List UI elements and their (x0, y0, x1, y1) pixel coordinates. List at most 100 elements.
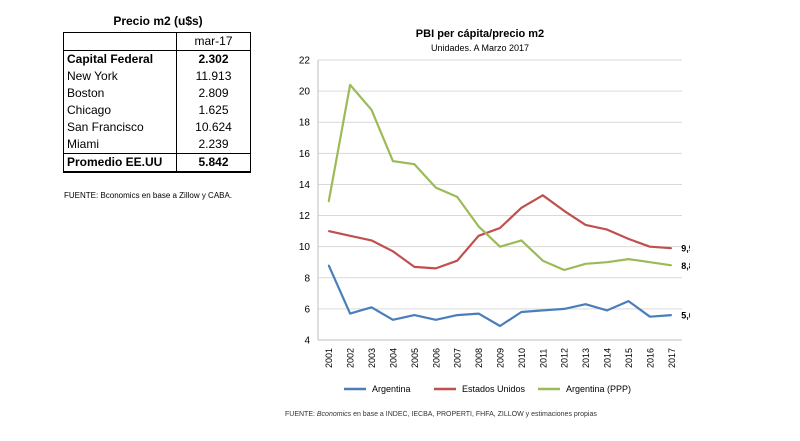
end-value-label: 5,6 (681, 311, 690, 321)
data-point (413, 163, 416, 166)
data-point (520, 239, 523, 242)
chart-title: PBI per cápita/precio m2 (416, 28, 544, 40)
y-tick-label: 6 (304, 304, 310, 315)
data-point (670, 314, 673, 316)
data-point (499, 245, 501, 248)
data-point (670, 264, 673, 267)
footer-source: FUENTE: Bconomics en base a INDEC, IECBA… (285, 411, 597, 418)
table-header-row: mar-17 (63, 32, 251, 51)
table-source: FUENTE: Bconomics en base a Zillow y CAB… (64, 191, 233, 200)
row-value: 10.624 (176, 119, 251, 136)
x-tick-label: 2006 (431, 348, 441, 368)
row-city: Promedio EE.UU (63, 153, 177, 173)
footer-rest: en base a INDEC, IECBA, PROPERTI, FHFA, … (351, 411, 597, 418)
data-point (563, 210, 566, 212)
data-point (563, 269, 566, 271)
data-point (627, 300, 630, 302)
data-point (456, 314, 458, 316)
data-point (499, 325, 501, 327)
data-point (434, 267, 437, 270)
row-city: Boston (63, 85, 177, 102)
data-point (413, 266, 416, 268)
row-value: 1.625 (176, 102, 251, 119)
table-row: New York 11.913 (63, 68, 251, 85)
data-point (627, 238, 630, 240)
legend: Argentina Estados Unidos Argentina (PPP) (344, 384, 631, 394)
data-point (499, 227, 501, 229)
y-tick-label: 20 (299, 87, 311, 98)
price-table: mar-17 Capital Federal 2.302 New York 11… (63, 32, 251, 173)
data-point (520, 311, 523, 313)
row-value: 5.842 (176, 153, 251, 173)
row-city: San Francisco (63, 119, 177, 136)
y-axis: 4 6 8 10 12 14 16 18 20 22 (299, 56, 311, 347)
row-city: Chicago (63, 102, 177, 119)
data-point (584, 303, 587, 306)
line-chart: PBI per cápita/precio m2 Unidades. A Mar… (299, 28, 690, 394)
legend-label: Argentina (PPP) (566, 384, 631, 394)
data-point (542, 309, 544, 312)
data-point (327, 264, 330, 267)
data-point (670, 247, 673, 250)
x-tick-label: 2015 (624, 348, 634, 368)
x-tick-label: 2008 (474, 348, 484, 368)
y-tick-label: 16 (299, 149, 311, 160)
data-point (477, 225, 480, 228)
row-city: Capital Federal (63, 50, 177, 68)
x-tick-label: 2012 (560, 348, 570, 368)
table-row: San Francisco 10.624 (63, 119, 251, 136)
footer-brand: Bconomics (316, 411, 352, 418)
legend-label: Argentina (372, 384, 411, 394)
data-point (327, 230, 330, 232)
table-row: Chicago 1.625 (63, 102, 251, 119)
legend-label: Estados Unidos (462, 384, 526, 394)
data-point (349, 84, 351, 86)
data-point (606, 228, 608, 231)
x-tick-label: 2013 (581, 348, 591, 368)
x-axis: 2001 2002 2003 2004 2005 2006 2007 2008 2009 2010… (324, 348, 677, 368)
series-line (327, 83, 672, 272)
x-tick-label: 2001 (324, 348, 334, 368)
y-tick-label: 10 (299, 242, 311, 253)
table-row-average: Promedio EE.UU 5.842 (63, 153, 251, 173)
table-header-empty (63, 32, 177, 51)
table-row: Miami 2.239 (63, 136, 251, 154)
end-value-label: 8,8 (681, 261, 690, 271)
row-value: 2.239 (176, 136, 251, 154)
data-point (542, 194, 544, 197)
data-point (584, 262, 587, 265)
data-point (563, 308, 566, 310)
x-tick-label: 2014 (603, 348, 613, 368)
data-point (542, 259, 544, 262)
end-value-label: 9,9 (681, 244, 690, 254)
data-point (456, 259, 458, 262)
x-tick-label: 2011 (538, 349, 548, 368)
data-point (477, 234, 480, 237)
y-tick-label: 18 (299, 118, 311, 129)
data-point (649, 315, 651, 318)
x-tick-label: 2010 (517, 348, 527, 368)
data-point (370, 306, 373, 309)
series-line (327, 264, 672, 328)
grid (317, 59, 682, 341)
data-point (327, 200, 330, 203)
data-point (584, 224, 587, 226)
x-tick-label: 2002 (346, 348, 356, 368)
table-title: Precio m2 (u$s) (113, 14, 203, 28)
x-tick-label: 2004 (388, 348, 398, 368)
data-point (413, 314, 416, 316)
x-tick-label: 2017 (667, 348, 677, 368)
x-tick-label: 2009 (496, 348, 506, 368)
y-tick-label: 8 (304, 273, 310, 284)
data-point (520, 206, 523, 209)
row-city: New York (63, 68, 177, 85)
x-tick-label: 2007 (453, 348, 463, 368)
data-point (606, 261, 608, 264)
data-point (606, 309, 608, 312)
data-point (649, 245, 651, 248)
table-row: Boston 2.809 (63, 85, 251, 102)
data-point (349, 234, 351, 237)
x-tick-label: 2005 (410, 348, 420, 368)
column-header: mar-17 (176, 32, 251, 51)
end-labels: 5,6 9,9 8,8 (681, 244, 690, 321)
